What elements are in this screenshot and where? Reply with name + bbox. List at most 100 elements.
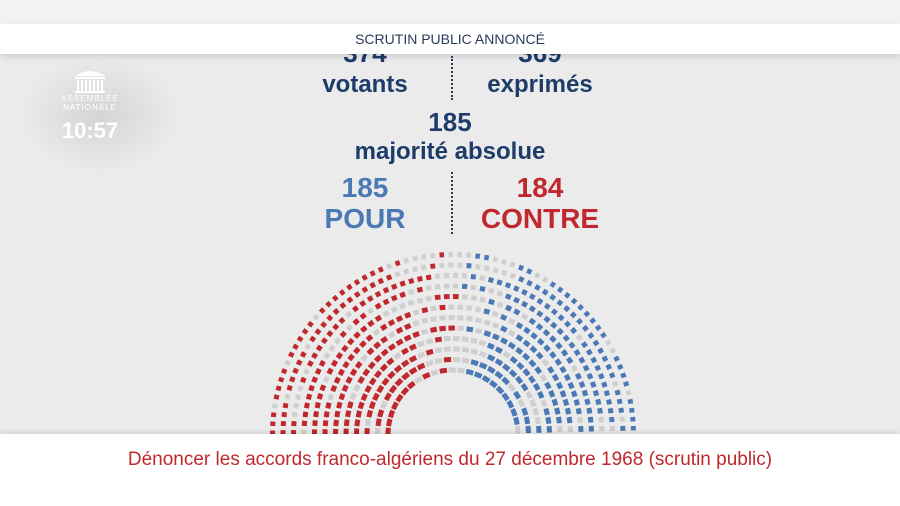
logo-line2: NATIONALE [63, 103, 117, 112]
seat [316, 393, 324, 400]
seat [335, 351, 344, 360]
seat [544, 381, 552, 390]
seat [466, 326, 474, 333]
seat [292, 343, 299, 350]
seat [470, 284, 477, 291]
seat [349, 368, 358, 377]
seat [587, 416, 594, 423]
seat [570, 390, 578, 398]
seat [430, 305, 437, 312]
seat [353, 331, 361, 339]
seat [293, 402, 300, 409]
seat [326, 330, 334, 338]
seat [541, 276, 549, 284]
seat [562, 398, 570, 407]
seat [513, 285, 520, 292]
seat [286, 384, 293, 391]
seat [421, 317, 429, 325]
seat [461, 336, 469, 343]
seat [601, 381, 608, 388]
seat [369, 270, 376, 277]
seat [474, 317, 482, 324]
seat [536, 338, 545, 346]
seat [581, 389, 589, 397]
seat [559, 390, 567, 398]
seat [543, 344, 551, 352]
seat [368, 401, 376, 410]
seat [349, 392, 357, 401]
seat [284, 359, 291, 366]
seat [528, 317, 537, 326]
seat [501, 269, 508, 277]
seat [339, 330, 347, 338]
seat [528, 375, 536, 384]
seat [320, 321, 328, 329]
seat [416, 276, 423, 282]
seat [470, 295, 478, 301]
seat [417, 351, 426, 359]
seat [412, 331, 420, 339]
seat [421, 254, 427, 260]
seat [416, 297, 424, 304]
seat [367, 361, 376, 370]
seat [360, 353, 369, 362]
seat [522, 352, 531, 361]
seat [483, 254, 490, 261]
seat [399, 291, 406, 299]
seat [566, 356, 574, 365]
seat [486, 354, 496, 362]
seat [475, 327, 483, 335]
seat [513, 308, 521, 316]
seat [275, 385, 282, 392]
seat [305, 393, 313, 400]
seat [334, 410, 341, 418]
seat [341, 344, 349, 353]
seat [483, 330, 492, 338]
seat [504, 293, 512, 300]
seat [320, 337, 328, 345]
seat [374, 302, 382, 310]
seat [408, 343, 417, 351]
seat [541, 358, 550, 367]
seat [345, 324, 354, 332]
seat [554, 358, 562, 366]
seat [404, 311, 412, 319]
seat [581, 341, 588, 349]
seat [607, 407, 614, 414]
seat [361, 286, 369, 294]
seat [387, 343, 397, 351]
seat [574, 372, 582, 380]
seat [573, 348, 581, 357]
seat [535, 351, 544, 360]
seat [359, 312, 367, 320]
seat [399, 302, 407, 310]
seat [627, 398, 634, 405]
seat [532, 382, 541, 392]
seat [382, 298, 390, 306]
seat [576, 317, 584, 325]
seat [355, 410, 362, 418]
seat [281, 411, 288, 418]
seat [550, 308, 558, 316]
seat [386, 418, 393, 427]
seat [372, 328, 381, 337]
seat [457, 367, 466, 374]
seat [540, 399, 548, 408]
seat [536, 310, 544, 318]
seat [322, 420, 329, 427]
seat [623, 381, 630, 387]
seat [408, 366, 418, 375]
seat [366, 307, 375, 315]
hemicycle [270, 252, 636, 435]
seat [566, 416, 573, 424]
seat [479, 296, 487, 303]
seat [551, 373, 560, 382]
seat [528, 359, 537, 368]
seat [359, 340, 367, 348]
seat [586, 407, 593, 414]
vote-banner: SCRUTIN PUBLIC ANNONCÉ [0, 24, 900, 54]
seat [470, 348, 479, 355]
seat [318, 307, 326, 314]
seat [311, 352, 319, 360]
seat [346, 296, 354, 304]
